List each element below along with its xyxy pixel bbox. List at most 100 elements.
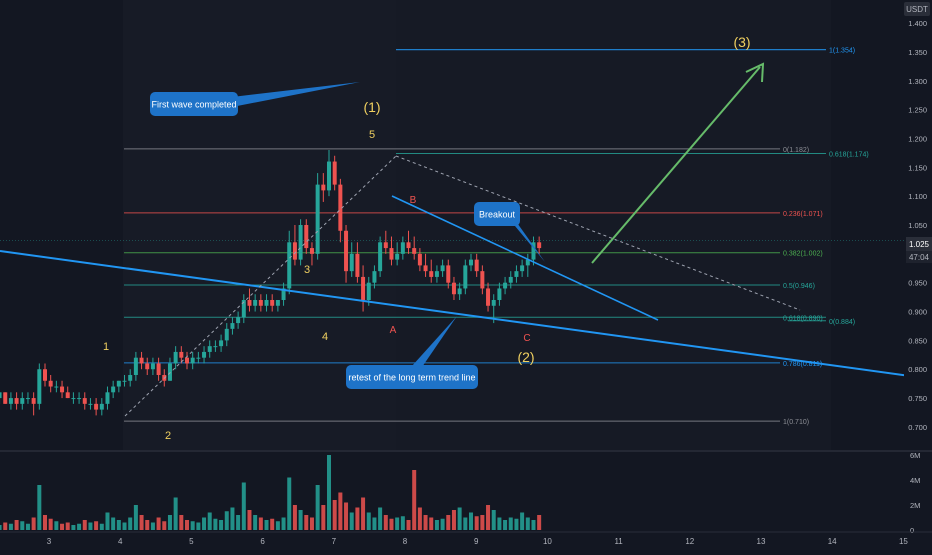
candle-body: [446, 265, 451, 283]
projection-arrow[interactable]: [591, 66, 761, 264]
volume-tick-label: 0: [910, 526, 914, 535]
candle-body: [207, 346, 212, 352]
candle-body: [224, 328, 229, 341]
candle-body: [412, 248, 417, 254]
fib-level-label: 0.618(1.174): [829, 151, 869, 158]
candle-body: [389, 248, 394, 260]
volume-bar: [156, 517, 161, 530]
fib-level-label: 1(1.354): [829, 48, 855, 55]
time-tick-label: 11: [614, 537, 623, 546]
volume-bar: [395, 517, 400, 530]
volume-bar: [434, 520, 439, 530]
candle-body: [434, 271, 439, 277]
candle-body: [514, 271, 519, 277]
time-axis[interactable]: 3 4 5 6 7 8 9 10 11 12 13 14 15: [0, 531, 932, 546]
candle-body: [31, 398, 36, 404]
volume-bar: [264, 520, 269, 530]
volume-bar: [349, 512, 354, 530]
volume-bar: [537, 515, 542, 530]
time-tick-label: 3: [47, 537, 52, 546]
candle-body: [230, 323, 235, 329]
candle-body: [417, 253, 422, 266]
price-tick-label: 0.800: [908, 365, 927, 374]
candle-body: [327, 161, 331, 191]
currency-badge: USDT: [904, 2, 930, 16]
candle-body: [309, 248, 314, 254]
callout-breakout[interactable]: Breakout: [474, 202, 520, 226]
candle-body: [48, 380, 53, 387]
volume-bar: [474, 516, 479, 530]
volume-bar: [327, 455, 331, 530]
volume-bar: [247, 510, 252, 530]
price-tick-label: 1.150: [908, 163, 927, 172]
price-tick-label: 1.100: [908, 192, 927, 201]
callout-first-wave[interactable]: First wave completed: [150, 92, 238, 116]
volume-bar: [167, 515, 172, 530]
candle-body: [173, 351, 178, 364]
volume-bar: [292, 505, 297, 530]
volume-bar: [332, 500, 337, 530]
volume-bar: [116, 520, 121, 530]
candle-body: [37, 369, 42, 404]
candle-body: [400, 242, 405, 254]
candles-layer: [0, 150, 542, 416]
fib-level-label: 0.786(0.811): [783, 361, 822, 368]
volume-bar: [423, 515, 428, 530]
volume-bar: [451, 510, 456, 530]
price-axis[interactable]: 1.400 1.350 1.300 1.250 1.200 1.150 1.100 1.050…: [0, 0, 932, 450]
candle-body: [122, 380, 127, 382]
volume-bar: [48, 518, 53, 530]
volume-bar: [486, 505, 491, 530]
volume-bar: [54, 521, 59, 530]
volume-bar: [43, 515, 47, 530]
candle-body: [429, 271, 434, 277]
candle-body: [440, 265, 445, 272]
candle-body: [355, 253, 360, 277]
volume-bar: [309, 517, 314, 530]
candle-body: [133, 357, 138, 375]
candle-body: [65, 392, 70, 399]
volume-bar: [304, 515, 309, 530]
volume-bar: [258, 517, 263, 530]
volume-bar: [37, 485, 42, 530]
long-term-trend-line[interactable]: [0, 250, 932, 380]
wedge-upper-line[interactable]: [391, 195, 659, 321]
volume-bar: [219, 520, 224, 530]
volume-bar: [338, 492, 343, 530]
volume-bar: [3, 522, 8, 530]
candle-body: [531, 242, 536, 260]
price-axis-bg: [904, 0, 932, 450]
candle-body: [94, 403, 99, 410]
candle-body: [150, 363, 155, 370]
volume-bar: [25, 523, 30, 530]
volume-bar: [202, 517, 207, 530]
volume-bar: [14, 520, 19, 530]
abc-label-a: A: [390, 325, 397, 336]
candle-body: [20, 398, 25, 404]
abc-label-c: C: [523, 333, 530, 344]
time-tick-label: 9: [474, 537, 479, 546]
price-tick-label: 1.350: [908, 48, 927, 57]
volume-bar: [207, 512, 212, 530]
wave-label-4: 4: [322, 331, 328, 343]
candle-body: [451, 282, 456, 295]
volume-bar: [469, 512, 473, 530]
dashed-fall-line: [395, 155, 801, 311]
candle-body: [520, 265, 525, 272]
volume-bar: [520, 512, 525, 530]
volume-bar: [8, 523, 13, 530]
candle-body: [292, 242, 297, 260]
volume-bar: [173, 497, 178, 530]
callout-retest[interactable]: retest of the long term trend line: [346, 365, 478, 389]
candle-body: [196, 357, 201, 359]
candle-body: [8, 398, 13, 404]
price-tick-label: 1.400: [908, 19, 927, 28]
callout-breakout-text: Breakout: [479, 210, 516, 220]
candle-body: [287, 242, 292, 289]
candle-body: [54, 386, 59, 388]
currency-label: USDT: [906, 5, 928, 14]
fib-level-label: 0.618(0.890): [783, 315, 823, 322]
price-tick-label: 1.300: [908, 77, 927, 86]
